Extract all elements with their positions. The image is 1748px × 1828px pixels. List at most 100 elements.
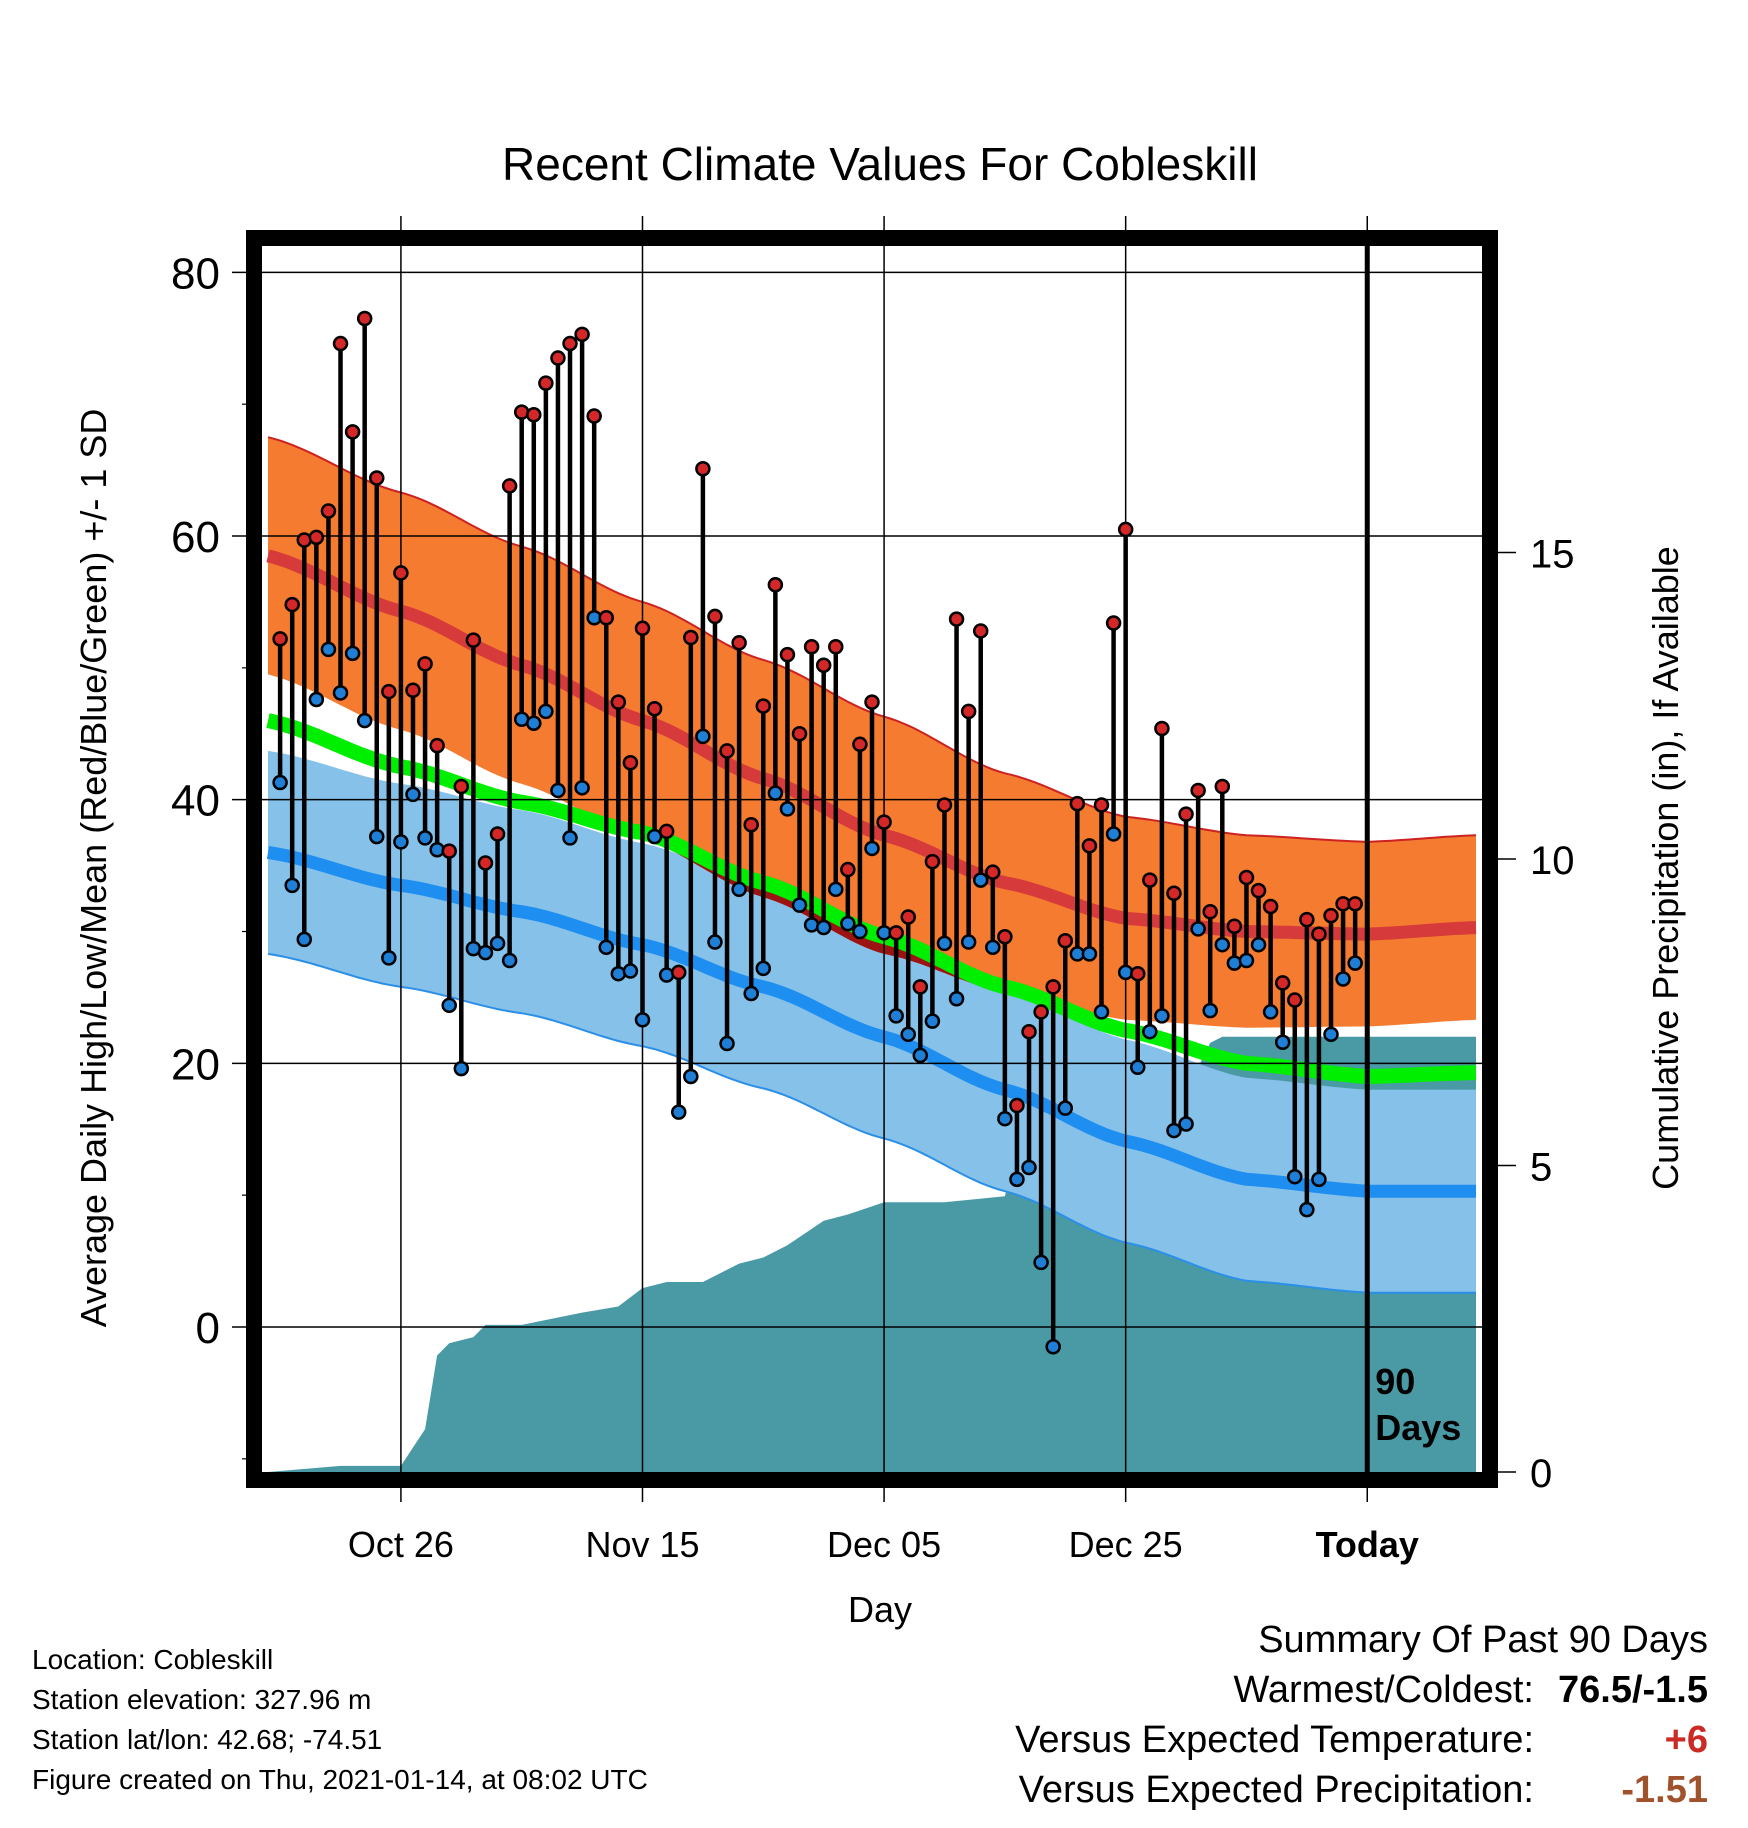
y-tick-label: 20	[171, 1040, 220, 1089]
high-point	[550, 350, 566, 366]
low-point	[1081, 946, 1098, 962]
y-tick-label: 80	[171, 249, 220, 298]
low-point	[1287, 1168, 1303, 1185]
high-point	[501, 478, 518, 494]
x-axis-label: Day	[848, 1589, 912, 1630]
low-point	[658, 967, 675, 983]
summary-panel: Summary Of Past 90 Days Warmest/Coldest:…	[1015, 1615, 1708, 1815]
high-point	[1021, 1023, 1037, 1040]
high-point	[997, 929, 1013, 945]
high-point	[840, 861, 856, 878]
high-point	[779, 646, 796, 663]
y2-tick-label: 10	[1530, 839, 1575, 883]
high-point	[912, 979, 929, 995]
high-point	[1178, 806, 1194, 822]
low-point	[1105, 826, 1122, 842]
x-tick-label: Nov 15	[585, 1524, 699, 1565]
low-point	[912, 1047, 929, 1064]
low-point	[936, 935, 953, 952]
low-point	[960, 934, 977, 950]
high-point	[1057, 932, 1074, 949]
low-point	[477, 944, 494, 961]
high-point	[526, 406, 542, 423]
low-point	[1226, 955, 1243, 971]
low-point	[574, 780, 590, 796]
low-point	[767, 785, 784, 801]
high-point	[284, 596, 300, 613]
low-point	[284, 877, 300, 894]
high-point	[791, 726, 808, 742]
low-point	[755, 960, 772, 977]
high-point	[1009, 1097, 1025, 1114]
low-point	[731, 881, 747, 898]
low-point	[779, 801, 796, 817]
high-point	[477, 855, 494, 871]
station-info: Location: Cobleskill Station elevation: …	[32, 1640, 648, 1800]
x-tick-label: Oct 26	[348, 1524, 454, 1565]
high-point	[1069, 795, 1086, 812]
low-point	[1190, 921, 1206, 937]
x-tick-label: Dec 05	[827, 1524, 941, 1565]
high-point	[695, 461, 711, 477]
high-point	[936, 797, 953, 813]
latlon-text: Station lat/lon: 42.68; -74.51	[32, 1724, 383, 1755]
low-point	[719, 1035, 735, 1052]
high-point	[441, 843, 457, 859]
low-band-lower-edge	[267, 952, 1476, 1294]
high-point	[574, 326, 590, 343]
high-point	[803, 639, 820, 655]
low-point	[1057, 1100, 1074, 1116]
high-point	[344, 424, 361, 440]
low-point	[550, 782, 566, 799]
y-tick-label: 0	[196, 1304, 220, 1353]
low-point	[332, 685, 349, 701]
low-point	[1323, 1026, 1339, 1043]
low-point	[840, 915, 856, 932]
high-point	[1347, 896, 1363, 912]
high-point	[1202, 903, 1218, 920]
low-point	[852, 923, 868, 940]
temp-row: Versus Expected Temperature: +6	[1015, 1715, 1708, 1765]
high-point	[1117, 521, 1134, 538]
low-point	[695, 728, 711, 745]
low-point	[683, 1068, 699, 1085]
low-point	[900, 1026, 916, 1043]
x-tick-label: Dec 25	[1069, 1524, 1183, 1565]
high-point	[598, 610, 615, 626]
high-point	[972, 623, 989, 639]
axes: 80 60 40 20 0 15 10 5 0 Oct 26 Nov 15 Dec 05 Dec 25 T…	[171, 216, 1575, 1565]
high-point	[369, 470, 385, 486]
high-point	[1154, 720, 1170, 737]
high-point	[405, 682, 421, 699]
normal-mean-line	[266, 713, 1477, 1085]
daily-points	[272, 310, 1363, 1355]
low-point	[622, 963, 639, 979]
high-point	[888, 925, 904, 941]
low-point	[308, 691, 325, 708]
high-point	[489, 826, 506, 842]
high-point	[670, 964, 687, 981]
low-point	[707, 934, 723, 950]
low-point	[1311, 1171, 1327, 1188]
high-point	[683, 629, 699, 646]
high-point	[743, 816, 759, 833]
high-point	[393, 565, 409, 581]
high-point	[948, 611, 965, 627]
daily-range-bars	[277, 318, 1358, 1347]
y-axis-label: Average Daily High/Low/Mean (Red/Blue/Gr…	[73, 409, 114, 1328]
high-point	[320, 503, 337, 519]
high-point	[1033, 1004, 1049, 1020]
high-point	[1323, 907, 1339, 924]
low-point	[743, 985, 759, 1002]
high-point	[538, 375, 554, 391]
low-point	[417, 830, 433, 846]
summary-title: Summary Of Past 90 Days	[1258, 1619, 1708, 1661]
normal-low-line	[266, 845, 1476, 1198]
low-point	[1129, 1059, 1146, 1076]
low-point	[791, 897, 808, 913]
low-point	[1299, 1201, 1315, 1218]
low-point	[598, 939, 615, 956]
low-point	[1033, 1254, 1049, 1271]
high-point	[1045, 979, 1061, 995]
